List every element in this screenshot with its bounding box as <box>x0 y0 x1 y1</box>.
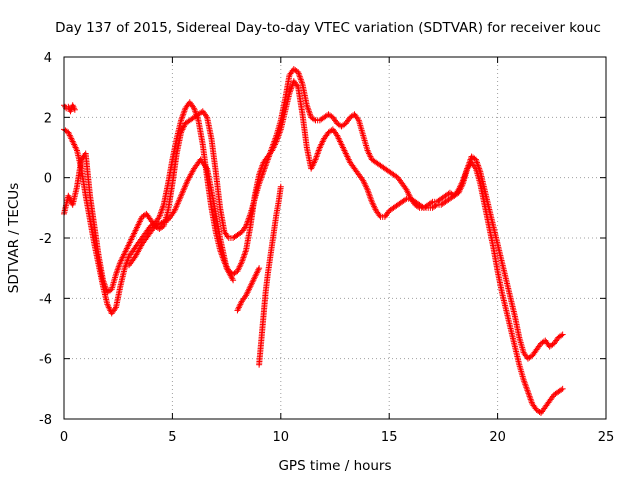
y-tick-label: -8 <box>39 413 52 428</box>
x-tick-label: 5 <box>168 430 176 445</box>
y-tick-label: -6 <box>39 353 52 368</box>
x-tick-label: 10 <box>273 430 290 445</box>
series-trace-f-fill <box>127 158 236 282</box>
plot-frame <box>63 56 607 420</box>
y-tick-label: 0 <box>44 172 52 187</box>
y-tick-label: -4 <box>39 292 52 307</box>
series-trace-d <box>256 183 284 368</box>
series-trace-e <box>234 265 263 314</box>
data-points <box>61 66 566 416</box>
x-tick-label: 25 <box>598 430 615 445</box>
chart-title: Day 137 of 2015, Sidereal Day-to-day VTE… <box>55 20 601 36</box>
series-trace-c-fill <box>62 103 78 113</box>
y-axis-label: SDTVAR / TECUs <box>6 183 22 293</box>
series-trace-f <box>126 156 237 284</box>
x-tick-label: 15 <box>381 430 398 445</box>
y-tick-label: 4 <box>44 51 52 66</box>
y-tick-label: -2 <box>39 232 52 247</box>
series-trace-a-fill <box>61 67 565 361</box>
x-tick-label: 0 <box>60 430 68 445</box>
series-trace-e-fill <box>235 266 262 312</box>
series-trace-b <box>61 78 566 416</box>
series-trace-b-fill <box>62 79 565 415</box>
series-trace-a <box>61 66 566 362</box>
series-trace-d-fill <box>256 185 284 367</box>
y-tick-label: 2 <box>44 111 52 126</box>
x-axis-label: GPS time / hours <box>278 458 391 474</box>
x-tick-label: 20 <box>489 430 506 445</box>
